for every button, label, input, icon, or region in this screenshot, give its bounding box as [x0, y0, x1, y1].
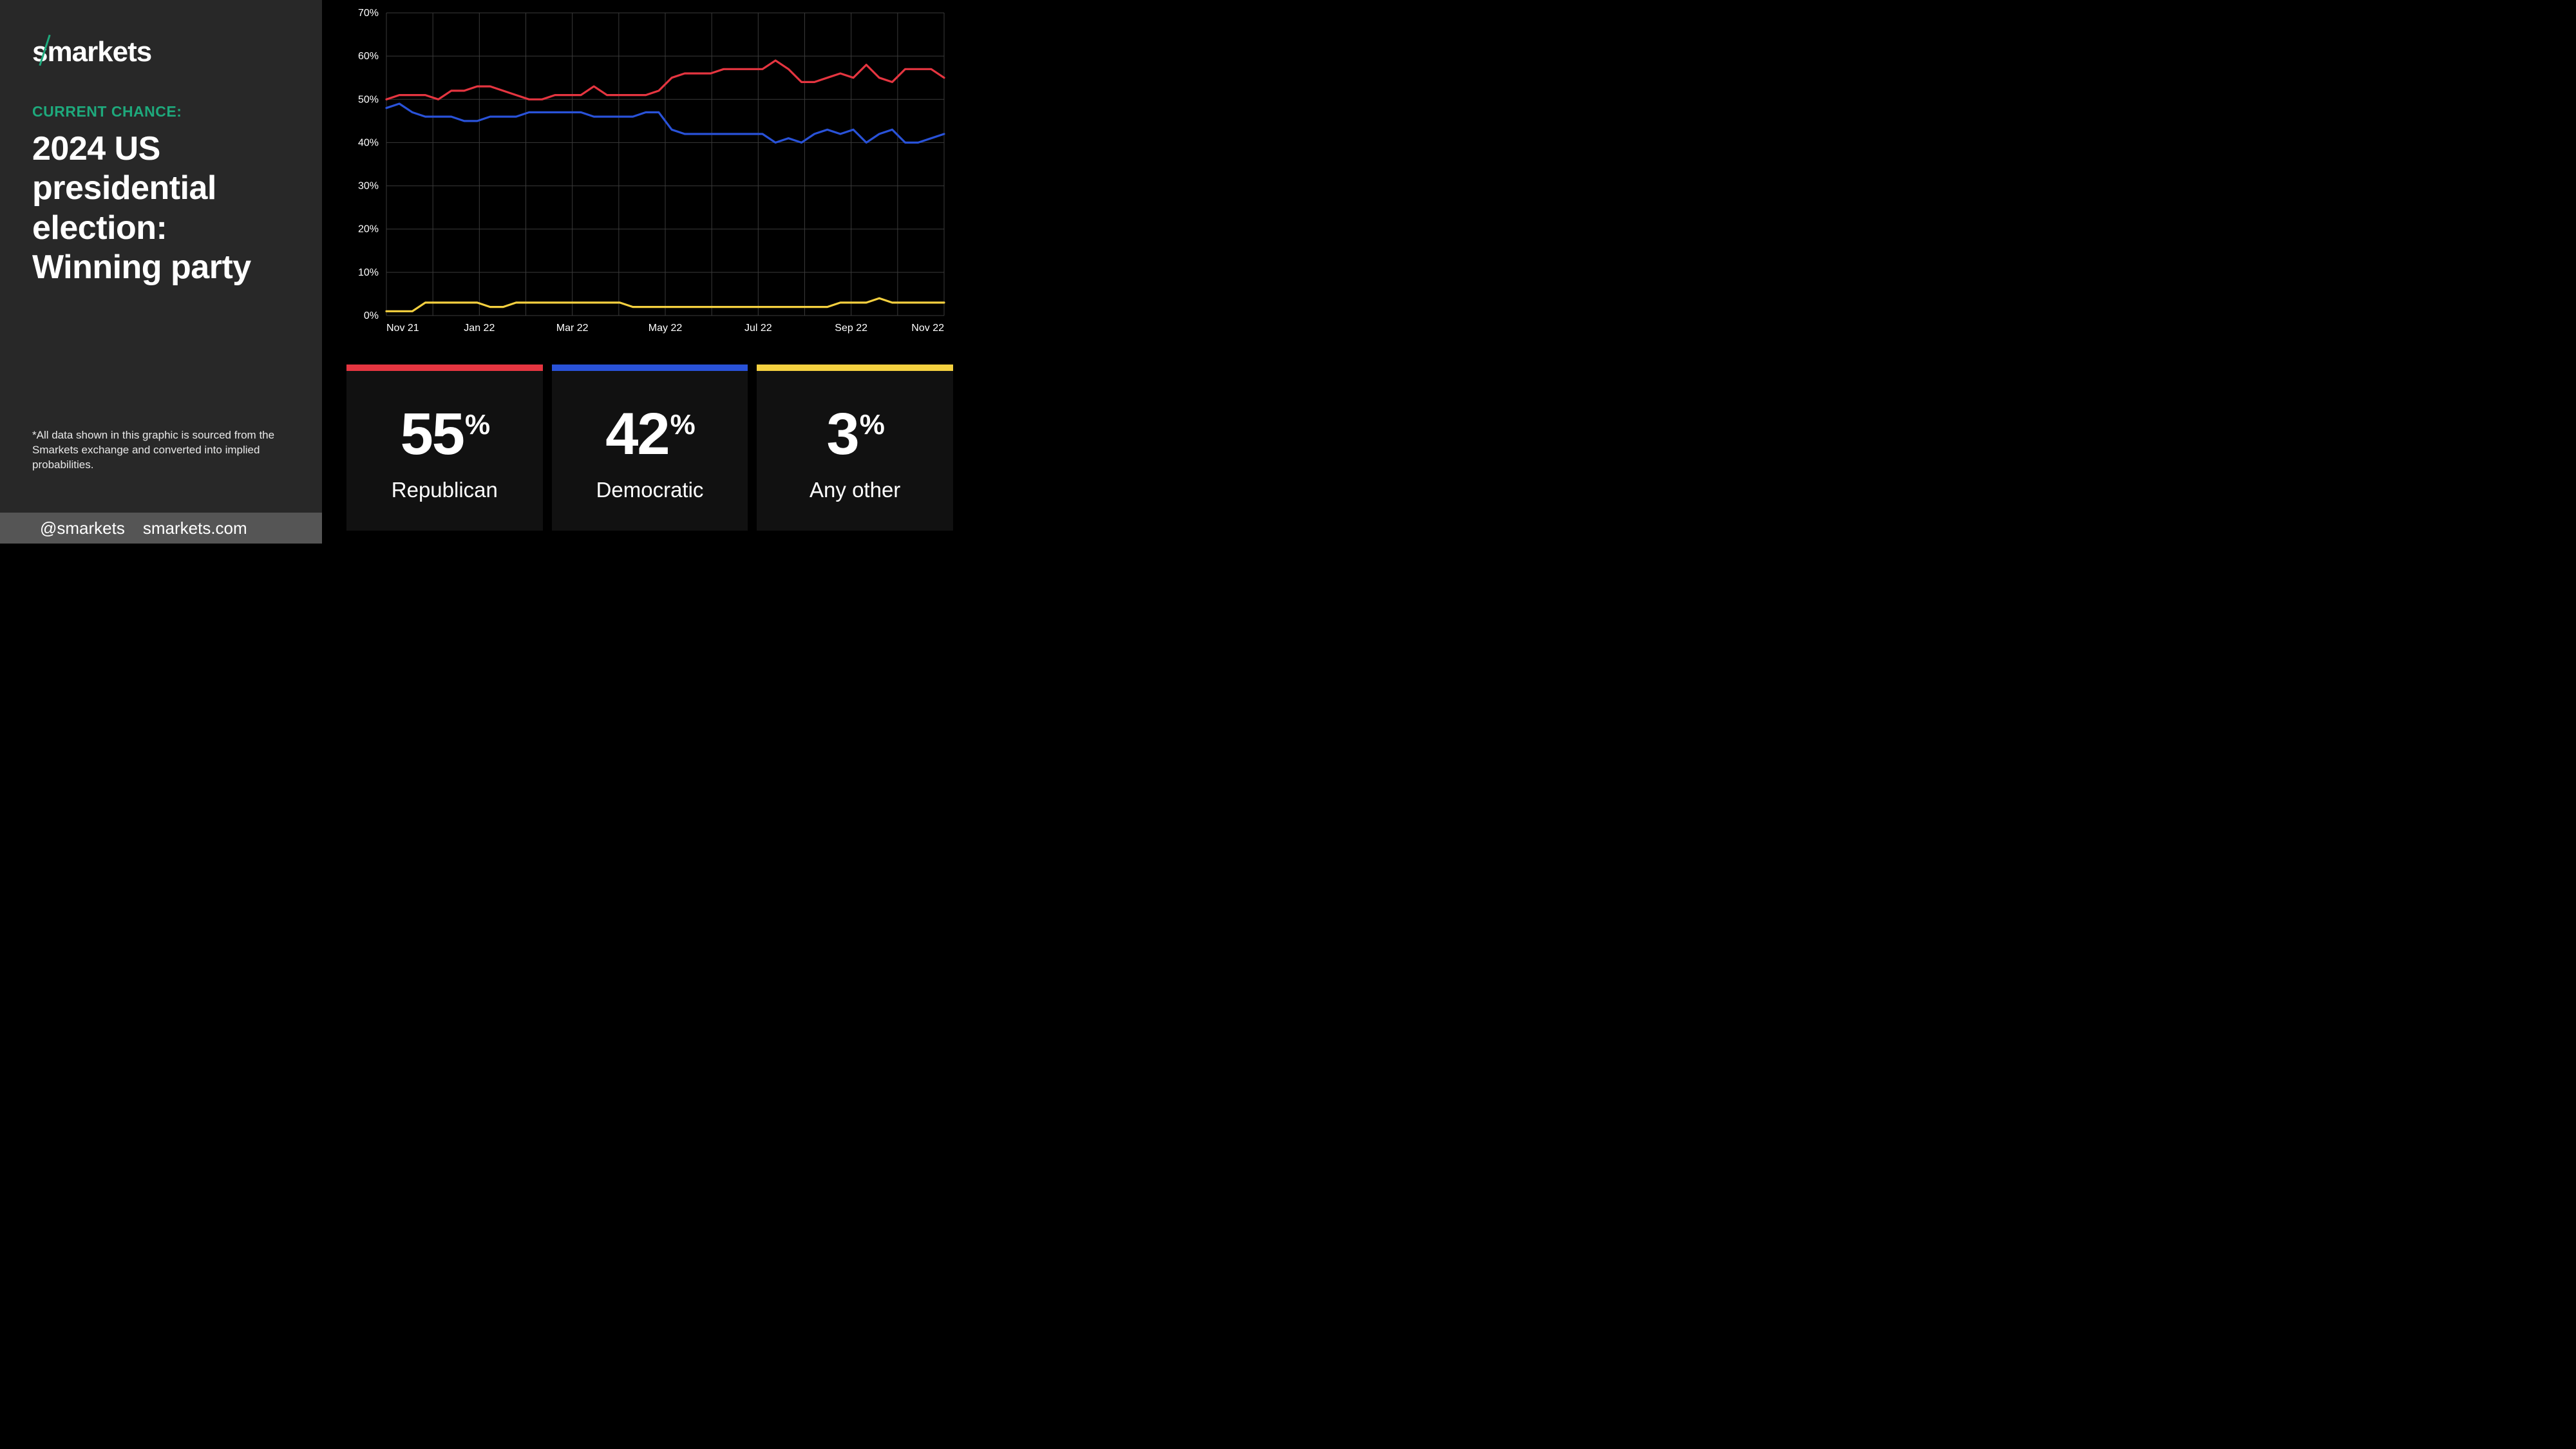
line-chart: 0% 10% 20% 30% 40% 50% 60% 70% Nov 21 Jan 22 Mar 2… — [335, 6, 953, 341]
summary-card: 42% Democratic — [552, 365, 748, 531]
card-value-number: 3 — [827, 404, 858, 464]
page-title: 2024 US presidential election: Winning p… — [32, 129, 294, 287]
svg-text:Nov 22: Nov 22 — [911, 323, 944, 334]
svg-text:0%: 0% — [364, 310, 379, 321]
svg-text:Jan 22: Jan 22 — [464, 323, 495, 334]
card-label: Republican — [392, 478, 498, 502]
infographic-root: smarkets CURRENT CHANCE: 2024 US preside… — [0, 0, 966, 544]
svg-text:May 22: May 22 — [649, 323, 683, 334]
svg-text:60%: 60% — [358, 51, 379, 62]
subhead: CURRENT CHANCE: — [32, 103, 294, 120]
card-value-suffix: % — [670, 411, 694, 439]
card-label: Democratic — [596, 478, 704, 502]
footer-url: smarkets.com — [143, 518, 247, 538]
card-value: 42% — [605, 404, 694, 464]
summary-card: 55% Republican — [346, 365, 543, 531]
card-value-number: 55 — [401, 404, 464, 464]
card-label: Any other — [810, 478, 900, 502]
card-accent-bar — [757, 365, 953, 371]
card-value-number: 42 — [605, 404, 668, 464]
chart-container: 0% 10% 20% 30% 40% 50% 60% 70% Nov 21 Jan 22 Mar 2… — [335, 6, 953, 341]
card-value: 3% — [827, 404, 884, 464]
svg-text:10%: 10% — [358, 267, 379, 278]
footer-handle: @smarkets — [40, 518, 125, 538]
brand-name-rest: markets — [47, 36, 151, 68]
svg-text:Sep 22: Sep 22 — [835, 323, 867, 334]
card-value: 55% — [401, 404, 489, 464]
card-value-suffix: % — [465, 411, 489, 439]
svg-text:50%: 50% — [358, 94, 379, 105]
right-panel: 0% 10% 20% 30% 40% 50% 60% 70% Nov 21 Jan 22 Mar 2… — [322, 0, 966, 544]
summary-cards: 55% Republican 42% Democratic 3% Any other — [346, 365, 953, 531]
svg-text:20%: 20% — [358, 224, 379, 235]
brand-logo: smarkets — [32, 36, 151, 68]
left-panel: smarkets CURRENT CHANCE: 2024 US preside… — [0, 0, 322, 544]
card-accent-bar — [552, 365, 748, 371]
svg-text:40%: 40% — [358, 137, 379, 148]
svg-text:70%: 70% — [358, 8, 379, 19]
card-value-suffix: % — [860, 411, 884, 439]
svg-text:30%: 30% — [358, 181, 379, 192]
summary-card: 3% Any other — [757, 365, 953, 531]
svg-text:Jul 22: Jul 22 — [744, 323, 772, 334]
svg-text:Mar 22: Mar 22 — [556, 323, 589, 334]
disclaimer: *All data shown in this graphic is sourc… — [32, 428, 283, 473]
svg-text:Nov 21: Nov 21 — [386, 323, 419, 334]
footer-bar: @smarkets smarkets.com — [0, 513, 322, 544]
card-accent-bar — [346, 365, 543, 371]
